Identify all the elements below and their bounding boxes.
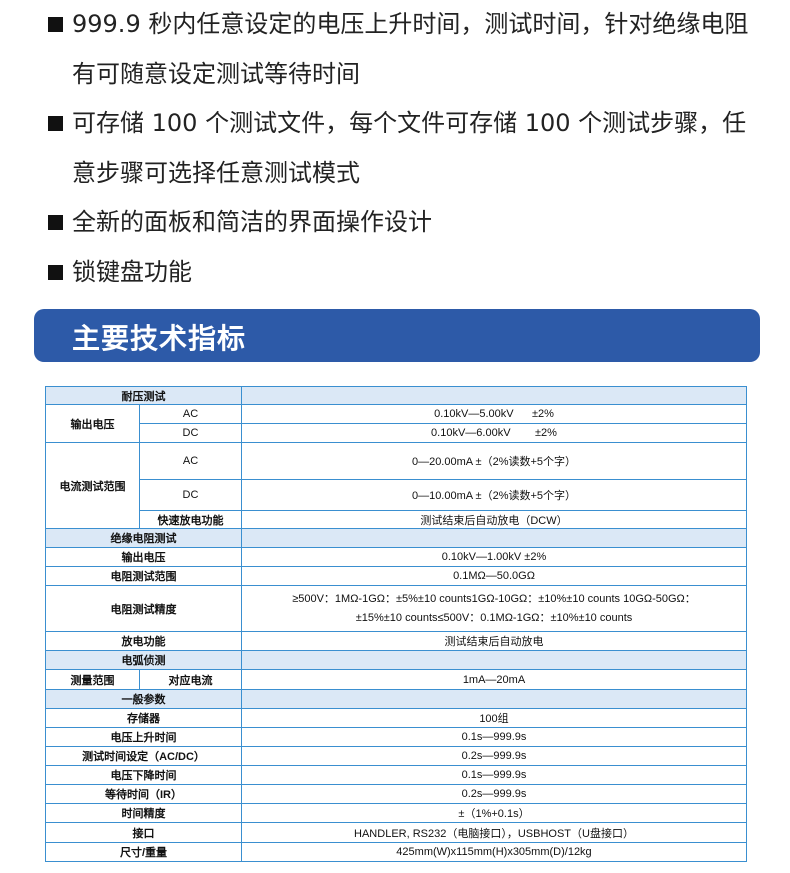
cell-value: 1mA—20mA bbox=[241, 669, 747, 690]
section-row: 电弧侦测 bbox=[45, 650, 747, 670]
sub-label: AC bbox=[139, 404, 242, 424]
table-row: 接口 HANDLER, RS232（电脑接口），USBHOST（U盘接口） bbox=[45, 822, 747, 843]
row-label: 等待时间（IR） bbox=[45, 784, 242, 804]
feature-item: 锁键盘功能 bbox=[46, 248, 766, 298]
row-label: 电流测试范围 bbox=[45, 442, 140, 529]
cell-value: 0—20.00mA ±（2%读数+5个字） bbox=[241, 442, 747, 480]
bullet-square-icon bbox=[48, 264, 63, 280]
cell-value: ≥500V：1MΩ-1GΩ：±5%±10 counts1GΩ-10GΩ：±10%… bbox=[241, 585, 747, 632]
feature-text: 锁键盘功能 bbox=[72, 257, 192, 286]
row-label: 电阻测试精度 bbox=[45, 585, 242, 632]
table-row: 输出电压 0.10kV—1.00kV ±2% bbox=[45, 547, 747, 567]
feature-item: 全新的面板和简洁的界面操作设计 bbox=[46, 198, 766, 248]
row-label: 存储器 bbox=[45, 708, 242, 728]
section-row: 绝缘电阻测试 bbox=[45, 528, 747, 548]
table-row: 电流测试范围 AC 0—20.00mA ±（2%读数+5个字） bbox=[45, 442, 747, 529]
feature-list: 999.9 秒内任意设定的电压上升时间，测试时间，针对绝缘电阻有可随意设定测试等… bbox=[46, 0, 766, 297]
row-label: 时间精度 bbox=[45, 803, 242, 823]
feature-text: 可存储 100 个测试文件，每个文件可存储 100 个测试步骤，任意步骤可选择任… bbox=[72, 109, 747, 187]
cell-value: 0.1s—999.9s bbox=[241, 727, 747, 747]
sub-label: 对应电流 bbox=[139, 669, 242, 690]
row-label: 放电功能 bbox=[45, 631, 242, 651]
cell-value: 0.10kV—5.00kV ±2% bbox=[241, 404, 747, 424]
spec-table: 耐压测试 输出电压 AC 0.10kV—5.00kV ±2% DC 0.10kV—6.… bbox=[45, 386, 747, 862]
section-header: 一般参数 bbox=[45, 689, 242, 709]
section-title: 主要技术指标 bbox=[72, 322, 247, 355]
cell-value: ±（1%+0.1s） bbox=[241, 803, 747, 823]
feature-item: 999.9 秒内任意设定的电压上升时间，测试时间，针对绝缘电阻有可随意设定测试等… bbox=[46, 0, 766, 99]
row-label: 输出电压 bbox=[45, 547, 242, 567]
table-row: 测量范围 对应电流 1mA—20mA bbox=[45, 669, 747, 690]
table-row: 等待时间（IR） 0.2s—999.9s bbox=[45, 784, 747, 804]
cell-value: HANDLER, RS232（电脑接口），USBHOST（U盘接口） bbox=[241, 822, 747, 843]
cell-value: 0.1s—999.9s bbox=[241, 765, 747, 785]
table-row: 电压上升时间 0.1s—999.9s bbox=[45, 727, 747, 747]
table-row: 电阻测试范围 0.1MΩ—50.0GΩ bbox=[45, 566, 747, 586]
section-header: 电弧侦测 bbox=[45, 650, 242, 670]
section-row: 耐压测试 bbox=[45, 386, 747, 405]
section-header: 绝缘电阻测试 bbox=[45, 528, 242, 548]
sub-label: DC bbox=[139, 479, 242, 511]
table-row: 存储器 100组 bbox=[45, 708, 747, 728]
sub-label: DC bbox=[139, 423, 242, 443]
table-row: 电阻测试精度 ≥500V：1MΩ-1GΩ：±5%±10 counts1GΩ-10G… bbox=[45, 585, 747, 632]
bullet-square-icon bbox=[48, 215, 63, 230]
table-row: 测试时间设定（AC/DC） 0.2s—999.9s bbox=[45, 746, 747, 766]
cell-value: 测试结束后自动放电（DCW） bbox=[241, 510, 747, 529]
cell-value: 0.10kV—6.00kV ±2% bbox=[241, 423, 747, 443]
cell-value: 425mm(W)x115mm(H)x305mm(D)/12kg bbox=[241, 842, 747, 862]
feature-text: 全新的面板和简洁的界面操作设计 bbox=[72, 208, 432, 236]
cell-value: 测试结束后自动放电 bbox=[241, 631, 747, 651]
row-label: 电压下降时间 bbox=[45, 765, 242, 785]
cell-value: 0—10.00mA ±（2%读数+5个字） bbox=[241, 479, 747, 511]
accuracy-line: ±15%±10 counts≤500V：0.1MΩ-1GΩ：±10%±10 co… bbox=[355, 611, 633, 624]
accuracy-line: ≥500V：1MΩ-1GΩ：±5%±10 counts1GΩ-10GΩ：±10%… bbox=[292, 592, 696, 605]
section-banner: 主要技术指标 bbox=[34, 309, 760, 362]
row-label: 尺寸/重量 bbox=[45, 842, 242, 862]
bullet-square-icon bbox=[48, 17, 63, 32]
section-row: 一般参数 bbox=[45, 689, 747, 709]
table-row: 时间精度 ±（1%+0.1s） bbox=[45, 803, 747, 823]
feature-item: 可存储 100 个测试文件，每个文件可存储 100 个测试步骤，任意步骤可选择任… bbox=[46, 99, 766, 198]
sub-label: AC bbox=[139, 442, 242, 480]
table-row: DC 0—10.00mA ±（2%读数+5个字） bbox=[46, 479, 747, 511]
row-label: 输出电压 bbox=[45, 404, 140, 443]
feature-text: 999.9 秒内任意设定的电压上升时间，测试时间，针对绝缘电阻有可随意设定测试等… bbox=[72, 10, 749, 88]
table-row: 尺寸/重量 425mm(W)x115mm(H)x305mm(D)/12kg bbox=[45, 842, 747, 862]
table-row: 快速放电功能 测试结束后自动放电（DCW） bbox=[46, 510, 747, 529]
row-label: 接口 bbox=[45, 822, 242, 843]
row-label: 电压上升时间 bbox=[45, 727, 242, 747]
sub-label: 快速放电功能 bbox=[139, 510, 242, 529]
bullet-square-icon bbox=[48, 116, 63, 131]
table-row: 输出电压 AC 0.10kV—5.00kV ±2% bbox=[45, 404, 747, 443]
table-row: 电压下降时间 0.1s—999.9s bbox=[45, 765, 747, 785]
row-label: 测量范围 bbox=[45, 669, 140, 690]
row-label: 电阻测试范围 bbox=[45, 566, 242, 586]
table-row: 放电功能 测试结束后自动放电 bbox=[45, 631, 747, 651]
cell-value: 0.10kV—1.00kV ±2% bbox=[241, 547, 747, 567]
section-header: 耐压测试 bbox=[45, 386, 242, 405]
cell-value: 0.2s—999.9s bbox=[241, 746, 747, 766]
row-label: 测试时间设定（AC/DC） bbox=[45, 746, 242, 766]
cell-value: 0.1MΩ—50.0GΩ bbox=[241, 566, 747, 586]
table-row: DC 0.10kV—6.00kV ±2% bbox=[46, 423, 747, 443]
cell-value: 0.2s—999.9s bbox=[241, 784, 747, 804]
cell-value: 100组 bbox=[241, 708, 747, 728]
